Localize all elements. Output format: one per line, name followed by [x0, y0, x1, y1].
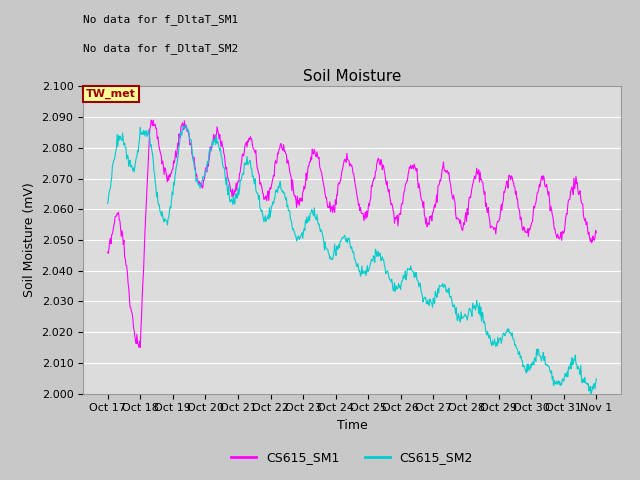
CS615_SM1 [593, 230, 600, 236]
CS615_SM2 [426, 296, 434, 302]
CS615_SM2 [113, 145, 120, 151]
Text: No data for f_DltaT_SM1: No data for f_DltaT_SM1 [83, 14, 239, 25]
Y-axis label: Soil Moisture (mV): Soil Moisture (mV) [23, 182, 36, 298]
Title: Soil Moisture: Soil Moisture [303, 69, 401, 84]
CS615_SM1 [240, 153, 248, 159]
CS615_SM2 [104, 201, 111, 206]
CS615_SM1 [147, 117, 155, 123]
CS615_SM2 [587, 391, 595, 396]
CS615_SM1 [104, 249, 111, 255]
Legend: CS615_SM1, CS615_SM2: CS615_SM1, CS615_SM2 [226, 446, 478, 469]
CS615_SM1 [164, 173, 172, 179]
CS615_SM1 [412, 168, 420, 174]
CS615_SM1 [136, 345, 144, 350]
X-axis label: Time: Time [337, 419, 367, 432]
CS615_SM2 [412, 274, 419, 280]
CS615_SM2 [163, 218, 171, 224]
CS615_SM1 [214, 127, 221, 133]
Line: CS615_SM2: CS615_SM2 [108, 125, 596, 394]
CS615_SM1 [113, 213, 120, 219]
Line: CS615_SM1: CS615_SM1 [108, 120, 596, 348]
Text: No data for f_DltaT_SM2: No data for f_DltaT_SM2 [83, 43, 239, 54]
CS615_SM1 [427, 215, 435, 221]
CS615_SM2 [593, 376, 600, 382]
CS615_SM2 [213, 140, 221, 146]
CS615_SM2 [182, 122, 189, 128]
CS615_SM2 [239, 170, 247, 176]
Text: TW_met: TW_met [86, 89, 136, 99]
